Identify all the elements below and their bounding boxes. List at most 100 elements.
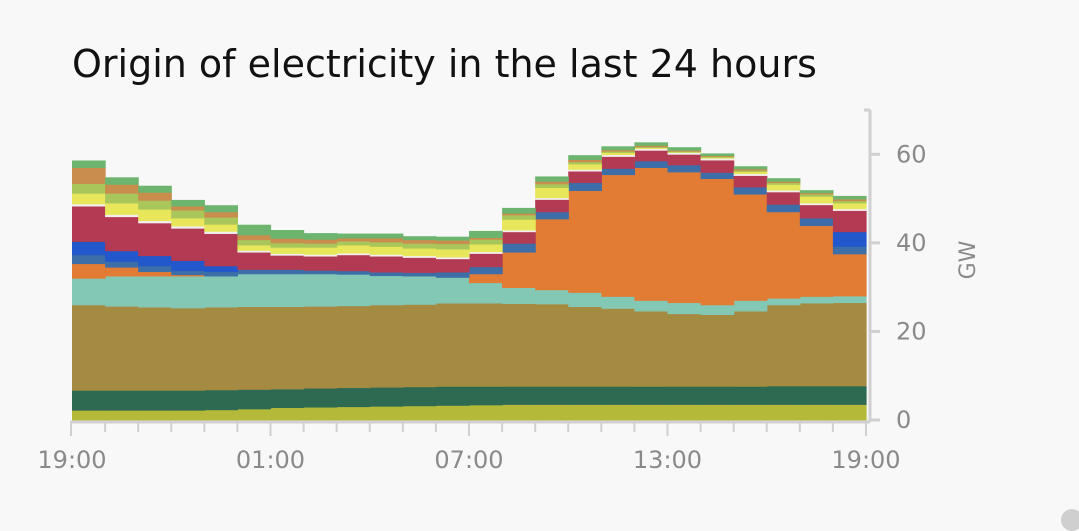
area-segment-s0-t1 <box>105 410 139 421</box>
area-segment-s1-t2 <box>138 390 172 411</box>
area-segment-s7-t9 <box>369 256 404 273</box>
area-segment-s2-t19 <box>700 314 735 387</box>
area-segment-s9-t1 <box>105 203 139 215</box>
area-segment-s8-t20 <box>733 173 768 176</box>
area-segment-s5-t6 <box>270 269 305 275</box>
area-segment-s3-t10 <box>402 276 437 305</box>
area-segment-s7-t4 <box>204 233 239 267</box>
area-segment-s4-t13 <box>502 252 536 288</box>
scroll-indicator[interactable] <box>1061 509 1079 531</box>
area-segment-s2-t14 <box>535 303 569 387</box>
area-segment-s10-t11 <box>435 243 470 250</box>
area-segment-s11-t21 <box>766 181 801 184</box>
area-segment-s8-t2 <box>138 220 172 224</box>
area-segment-s9-t9 <box>369 246 404 255</box>
area-segment-s5-t7 <box>303 270 338 275</box>
area-segment-s8-t4 <box>204 231 239 234</box>
area-segment-s8-t9 <box>369 254 404 257</box>
area-segment-s3-t2 <box>138 276 172 308</box>
x-tick-label-1: 01:00 <box>236 446 305 474</box>
area-segment-s5-t1 <box>105 261 139 268</box>
area-segment-s10-t20 <box>733 170 768 172</box>
area-segment-s10-t6 <box>270 242 305 248</box>
area-segment-s12-t0 <box>72 160 106 168</box>
area-segment-s12-t11 <box>435 236 470 241</box>
area-segment-s2-t17 <box>634 311 669 387</box>
area-segment-s3-t23 <box>832 296 867 304</box>
area-segment-s2-t12 <box>469 303 503 387</box>
area-segment-s5-t3 <box>171 270 205 276</box>
area-segment-s2-t18 <box>667 313 702 387</box>
area-segment-s5-t18 <box>667 164 702 173</box>
area-segment-s5-t22 <box>799 218 834 226</box>
area-segment-s7-t20 <box>733 175 768 188</box>
area-segment-s12-t23 <box>832 195 867 200</box>
area-segment-s12-t19 <box>700 153 735 157</box>
area-segment-s9-t11 <box>435 249 470 258</box>
area-segment-s5-t2 <box>138 265 172 273</box>
area-segment-s1-t21 <box>766 385 801 405</box>
area-segment-s4-t17 <box>634 167 669 301</box>
area-segment-s8-t0 <box>72 203 106 207</box>
area-segment-s2-t16 <box>601 308 636 387</box>
area-segment-s10-t9 <box>369 241 404 247</box>
area-segment-s7-t2 <box>138 222 172 257</box>
area-segment-s0-t6 <box>270 407 305 421</box>
area-segment-s9-t4 <box>204 224 239 232</box>
area-segment-s1-t15 <box>568 386 602 405</box>
x-tick-label-0: 19:00 <box>37 446 106 474</box>
area-segment-s0-t16 <box>601 404 636 421</box>
area-segment-s0-t2 <box>138 410 172 421</box>
area-segment-s5-t4 <box>204 271 239 277</box>
area-segment-s2-t6 <box>270 306 305 390</box>
area-segment-s5-t11 <box>435 272 470 278</box>
area-segment-s0-t7 <box>303 407 338 421</box>
area-segment-s11-t6 <box>270 238 305 244</box>
area-segment-s9-t7 <box>303 247 338 255</box>
area-segment-s10-t17 <box>634 146 669 149</box>
area-segment-s1-t20 <box>733 386 768 405</box>
area-segment-s11-t18 <box>667 150 702 152</box>
area-segment-s1-t3 <box>171 390 205 411</box>
area-segment-s9-t21 <box>766 184 801 191</box>
area-segment-s6-t0 <box>72 241 106 256</box>
area-segment-s12-t9 <box>369 233 404 239</box>
area-segment-s3-t17 <box>634 300 669 312</box>
area-segment-s8-t19 <box>700 158 735 161</box>
area-segment-s2-t23 <box>832 302 867 387</box>
area-segment-s8-t22 <box>799 203 834 206</box>
stacked-areas <box>72 142 867 421</box>
area-segment-s11-t20 <box>733 168 768 171</box>
area-segment-s5-t19 <box>700 172 735 180</box>
area-segment-s0-t11 <box>435 405 470 421</box>
area-segment-s9-t2 <box>138 209 172 222</box>
area-segment-s3-t6 <box>270 273 305 308</box>
area-segment-s7-t12 <box>469 253 503 268</box>
area-segment-s5-t13 <box>502 243 536 253</box>
area-segment-s12-t8 <box>336 233 371 239</box>
area-segment-s11-t8 <box>336 237 371 242</box>
area-segment-s4-t19 <box>700 178 735 306</box>
area-segment-s0-t9 <box>369 406 404 421</box>
area-segment-s3-t16 <box>601 296 636 309</box>
area-segment-s11-t4 <box>204 211 239 218</box>
area-segment-s10-t4 <box>204 217 239 225</box>
area-segment-s1-t18 <box>667 386 702 405</box>
area-segment-s8-t5 <box>237 250 272 253</box>
x-tick-label-4: 19:00 <box>831 446 900 474</box>
area-segment-s3-t13 <box>502 287 536 304</box>
area-segment-s5-t17 <box>634 160 669 168</box>
area-segment-s11-t15 <box>568 159 602 163</box>
area-segment-s0-t4 <box>204 409 239 421</box>
area-segment-s9-t0 <box>72 193 106 205</box>
area-segment-s8-t13 <box>502 230 536 233</box>
area-segment-s6-t23 <box>832 231 867 247</box>
area-segment-s8-t1 <box>105 214 139 218</box>
area-segment-s11-t16 <box>601 149 636 152</box>
area-segment-s2-t1 <box>105 306 139 391</box>
area-segment-s11-t13 <box>502 213 536 216</box>
area-segment-s6-t1 <box>105 250 139 262</box>
area-segment-s3-t9 <box>369 275 404 306</box>
area-segment-s5-t5 <box>237 269 272 275</box>
area-segment-s5-t15 <box>568 182 602 191</box>
